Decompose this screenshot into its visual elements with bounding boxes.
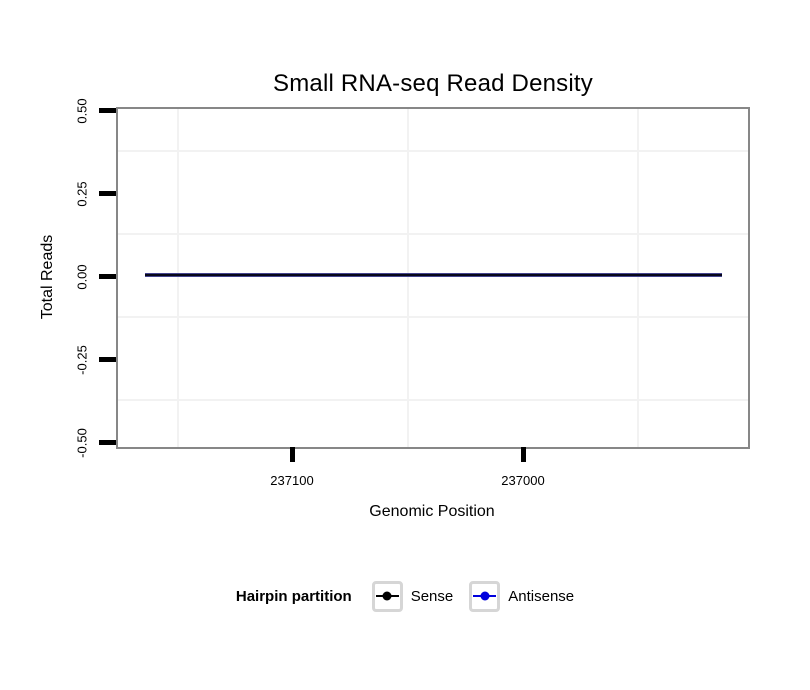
read-density-line (145, 273, 722, 277)
gridline-minor-v (177, 109, 179, 447)
legend: Hairpin partition Sense Antisense (0, 579, 810, 613)
antisense-point-icon (480, 591, 490, 601)
gridline-minor-v (637, 109, 639, 447)
legend-title: Hairpin partition (235, 587, 352, 605)
legend-key-antisense (469, 580, 501, 612)
plot-panel (116, 107, 750, 449)
legend-key-sense (371, 580, 403, 612)
legend-label-sense: Sense (410, 587, 454, 605)
gridline-minor-h (118, 399, 748, 401)
legend-label-antisense: Antisense (508, 587, 575, 605)
y-tick-label: -0.50 (74, 428, 90, 458)
sense-point-icon (382, 591, 392, 601)
y-axis-tick (99, 274, 116, 279)
y-tick-label: -0.25 (74, 345, 90, 375)
gridline-minor-v (407, 109, 409, 447)
gridline-minor-h (118, 316, 748, 318)
chart-title: Small RNA-seq Read Density (273, 70, 593, 97)
gridline-minor-h (118, 150, 748, 152)
y-tick-label: 0.00 (74, 264, 90, 290)
y-tick-label: 0.50 (74, 98, 90, 124)
x-tick-label: 237100 (270, 473, 314, 488)
y-axis-tick (99, 440, 116, 445)
y-axis-tick (99, 108, 116, 113)
x-axis-tick (521, 447, 526, 462)
x-axis-title: Genomic Position (369, 503, 495, 520)
y-axis-tick (99, 357, 116, 362)
legend-item-sense: Sense (371, 580, 454, 612)
y-tick-label: 0.25 (74, 181, 90, 207)
legend-item-antisense: Antisense (469, 580, 575, 612)
x-tick-label: 237000 (501, 473, 545, 488)
gridline-minor-h (118, 233, 748, 235)
y-axis-title: Total Reads (39, 234, 56, 320)
y-axis-tick (99, 191, 116, 196)
x-axis-tick (290, 447, 295, 462)
